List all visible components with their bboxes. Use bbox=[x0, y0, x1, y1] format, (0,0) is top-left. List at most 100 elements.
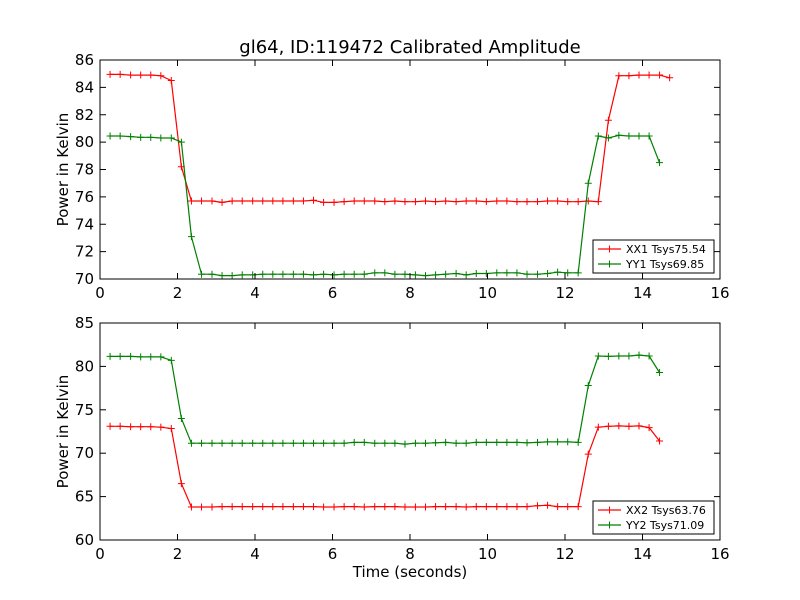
x-tick-label: 2 bbox=[173, 284, 183, 302]
x-tick-label: 8 bbox=[405, 545, 415, 563]
data-point bbox=[106, 70, 114, 78]
data-point bbox=[360, 438, 368, 446]
data-point bbox=[360, 197, 368, 205]
data-point bbox=[482, 198, 490, 206]
data-point bbox=[493, 503, 501, 511]
x-tick-label: 4 bbox=[250, 284, 260, 302]
x-tick-label: 16 bbox=[710, 284, 729, 302]
data-point bbox=[198, 439, 206, 447]
data-point bbox=[493, 438, 501, 446]
data-point bbox=[615, 131, 623, 139]
data-point bbox=[472, 270, 480, 278]
data-point bbox=[299, 439, 307, 447]
data-point bbox=[340, 503, 348, 511]
legend-label: YY1 Tsys69.85 bbox=[625, 258, 704, 271]
data-point bbox=[249, 503, 257, 511]
data-point bbox=[442, 438, 450, 446]
data-point bbox=[289, 439, 297, 447]
data-point bbox=[330, 503, 338, 511]
data-point bbox=[503, 438, 511, 446]
data-point bbox=[137, 133, 145, 141]
data-point bbox=[411, 439, 419, 447]
y-axis-label: Power in Kelvin bbox=[54, 375, 72, 489]
data-point bbox=[137, 71, 145, 79]
data-point bbox=[625, 132, 633, 140]
data-point bbox=[462, 503, 470, 511]
data-point bbox=[116, 132, 124, 140]
legend-entry: YY2 Tsys71.09 bbox=[598, 519, 704, 532]
data-point bbox=[411, 503, 419, 511]
data-point bbox=[482, 503, 490, 511]
data-point bbox=[452, 503, 460, 511]
data-point bbox=[167, 134, 175, 142]
x-tick-label: 10 bbox=[478, 284, 497, 302]
data-point bbox=[208, 270, 216, 278]
y-tick-label: 80 bbox=[75, 357, 94, 375]
data-point bbox=[127, 71, 135, 79]
data-point bbox=[493, 197, 501, 205]
data-point bbox=[544, 270, 552, 278]
x-tick-label: 6 bbox=[328, 284, 338, 302]
data-point bbox=[422, 272, 429, 279]
data-point bbox=[289, 503, 297, 511]
data-point bbox=[604, 422, 612, 430]
data-point bbox=[249, 197, 257, 205]
data-point bbox=[106, 422, 114, 430]
data-point bbox=[503, 269, 511, 277]
y-tick-label: 75 bbox=[75, 401, 94, 419]
figure-title: gl64, ID:119472 Calibrated Amplitude bbox=[239, 37, 580, 58]
data-point bbox=[116, 422, 124, 430]
y-tick-label: 72 bbox=[75, 243, 94, 261]
data-point bbox=[371, 269, 379, 277]
data-point bbox=[391, 503, 399, 511]
data-point bbox=[513, 438, 521, 446]
data-point bbox=[564, 198, 572, 206]
data-point bbox=[564, 269, 572, 277]
data-point bbox=[523, 439, 531, 447]
data-point bbox=[391, 270, 399, 278]
data-point bbox=[513, 198, 521, 206]
legend-entry: XX2 Tsys63.76 bbox=[598, 504, 706, 517]
data-point bbox=[391, 439, 399, 447]
data-point bbox=[187, 503, 195, 511]
data-point bbox=[472, 197, 480, 205]
data-point bbox=[422, 503, 429, 511]
data-point bbox=[656, 71, 664, 79]
data-point bbox=[198, 503, 206, 511]
x-tick-label: 0 bbox=[95, 545, 105, 563]
x-tick-label: 4 bbox=[250, 545, 260, 563]
data-point bbox=[574, 503, 582, 511]
x-tick-label: 14 bbox=[633, 284, 652, 302]
data-point bbox=[228, 503, 236, 511]
data-point bbox=[462, 439, 470, 447]
data-point bbox=[381, 198, 389, 206]
data-point bbox=[238, 503, 246, 511]
data-point bbox=[167, 77, 175, 85]
data-point bbox=[137, 423, 145, 431]
data-point bbox=[360, 503, 368, 511]
x-axis-label: Time (seconds) bbox=[352, 563, 468, 581]
data-point bbox=[442, 197, 450, 205]
data-point bbox=[299, 270, 307, 278]
data-point bbox=[259, 197, 267, 205]
data-point bbox=[544, 197, 552, 205]
data-point bbox=[340, 270, 348, 278]
x-tick-label: 14 bbox=[633, 545, 652, 563]
data-point bbox=[432, 503, 440, 511]
data-point bbox=[299, 197, 307, 205]
data-point bbox=[259, 270, 267, 278]
data-point bbox=[401, 198, 409, 206]
y-tick-label: 84 bbox=[75, 78, 94, 96]
legend-marker bbox=[606, 260, 613, 268]
data-point bbox=[167, 424, 175, 432]
data-point bbox=[493, 269, 501, 277]
data-point bbox=[584, 381, 592, 389]
data-point bbox=[249, 439, 257, 447]
data-point bbox=[147, 71, 155, 79]
data-point bbox=[584, 450, 592, 458]
data-point bbox=[533, 198, 541, 206]
data-point bbox=[604, 352, 612, 360]
data-point bbox=[645, 352, 653, 360]
data-point bbox=[452, 198, 460, 206]
